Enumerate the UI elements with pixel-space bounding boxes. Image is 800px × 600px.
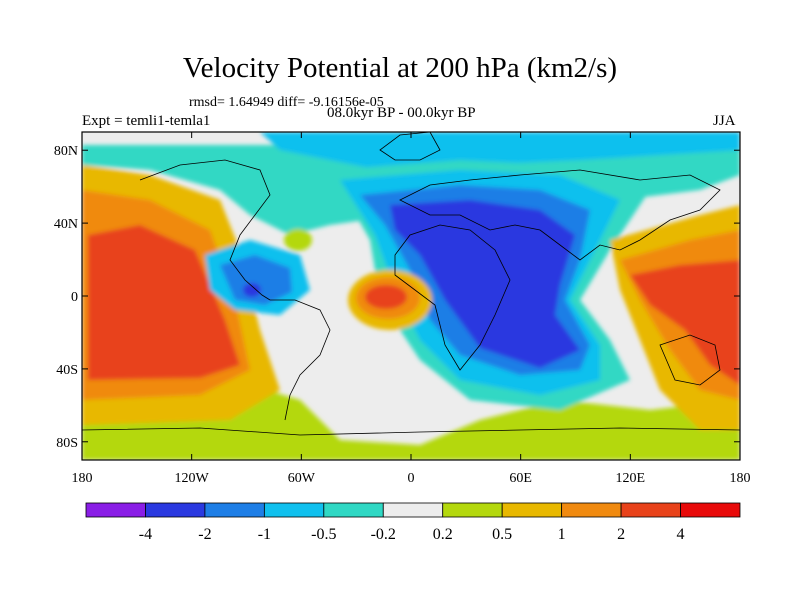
colorbar-label: 0.5 xyxy=(492,526,512,543)
coast-antarctica xyxy=(82,427,740,436)
lat-axis: 80N 40N 0 40S 80S xyxy=(54,144,740,451)
colorbar-swatch xyxy=(204,502,265,518)
colorbar-swatch xyxy=(145,502,206,518)
lat-label: 40N xyxy=(54,217,78,232)
contour-africa-3 xyxy=(390,200,580,368)
colorbar-label: -4 xyxy=(139,526,152,543)
contour-wpac-3 xyxy=(630,260,740,385)
lon-label: 180 xyxy=(730,471,751,486)
colorbar: -4 -2 -1 -0.5 -0.2 0.2 0.5 1 2 4 xyxy=(85,502,741,543)
lon-label: 60E xyxy=(509,471,532,486)
lon-label: 0 xyxy=(408,471,415,486)
colorbar-swatch xyxy=(620,502,681,518)
coast-greenland xyxy=(379,132,441,161)
colorbar-swatch xyxy=(85,502,146,518)
coast-eurasia xyxy=(399,169,721,261)
colorbar-swatch xyxy=(382,502,444,518)
coast-north-america xyxy=(139,159,271,301)
colorbar-label: -2 xyxy=(198,526,211,543)
colorbar-label: -0.2 xyxy=(371,526,396,543)
colorbar-swatch xyxy=(323,502,384,518)
contour-band-south xyxy=(82,355,740,460)
lon-label: 120E xyxy=(616,471,646,486)
lat-label: 80S xyxy=(56,436,78,451)
coast-australia xyxy=(659,334,721,386)
colorbar-label: 0.2 xyxy=(433,526,453,543)
experiment-label: Expt = temli1-temla1 xyxy=(82,113,211,129)
colorbar-swatch xyxy=(263,502,325,518)
colorbar-label: 2 xyxy=(617,526,625,543)
contour-camerica-3 xyxy=(243,283,261,297)
colorbar-label: 4 xyxy=(677,526,685,543)
colorbar-label: -1 xyxy=(258,526,271,543)
contour-pacific-3 xyxy=(88,225,240,380)
lon-label: 120W xyxy=(175,471,210,486)
lon-axis: 180 120W 60W 0 60E 120E 180 xyxy=(72,132,751,486)
colorbar-swatch xyxy=(501,502,563,518)
lon-label: 180 xyxy=(72,471,93,486)
period-label: 08.0kyr BP - 00.0kyr BP xyxy=(327,105,476,121)
coast-south-america xyxy=(270,299,331,421)
stats-line: rmsd= 1.64949 diff= -9.16156e-05 xyxy=(189,95,384,110)
lon-label: 60W xyxy=(288,471,316,486)
lat-label: 40S xyxy=(56,363,78,378)
contour-atlantic-3 xyxy=(365,285,407,309)
colorbar-swatch xyxy=(680,502,741,518)
contour-natl-blob xyxy=(284,229,312,251)
coastlines xyxy=(82,132,740,436)
coast-africa xyxy=(394,224,511,371)
lat-label: 0 xyxy=(71,290,78,305)
map-title: Velocity Potential at 200 hPa (km2/s) xyxy=(182,52,618,84)
colorbar-label: -0.5 xyxy=(311,526,336,543)
lat-label: 80N xyxy=(54,144,78,159)
colorbar-label: 1 xyxy=(558,526,566,543)
contour-field xyxy=(82,132,740,460)
season-label: JJA xyxy=(713,113,736,129)
contour-camerica-2 xyxy=(220,255,292,305)
colorbar-swatch xyxy=(561,502,622,518)
colorbar-swatch xyxy=(442,502,503,518)
contour-arctic xyxy=(260,132,740,170)
